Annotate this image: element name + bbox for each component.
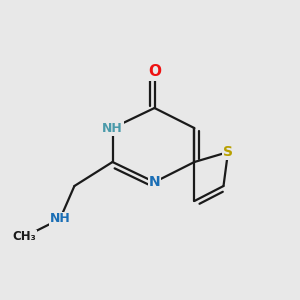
Text: N: N <box>149 175 160 189</box>
Text: NH: NH <box>50 212 70 226</box>
Text: O: O <box>148 64 161 80</box>
Text: NH: NH <box>102 122 123 135</box>
Text: CH₃: CH₃ <box>12 230 36 244</box>
Text: S: S <box>223 145 233 159</box>
